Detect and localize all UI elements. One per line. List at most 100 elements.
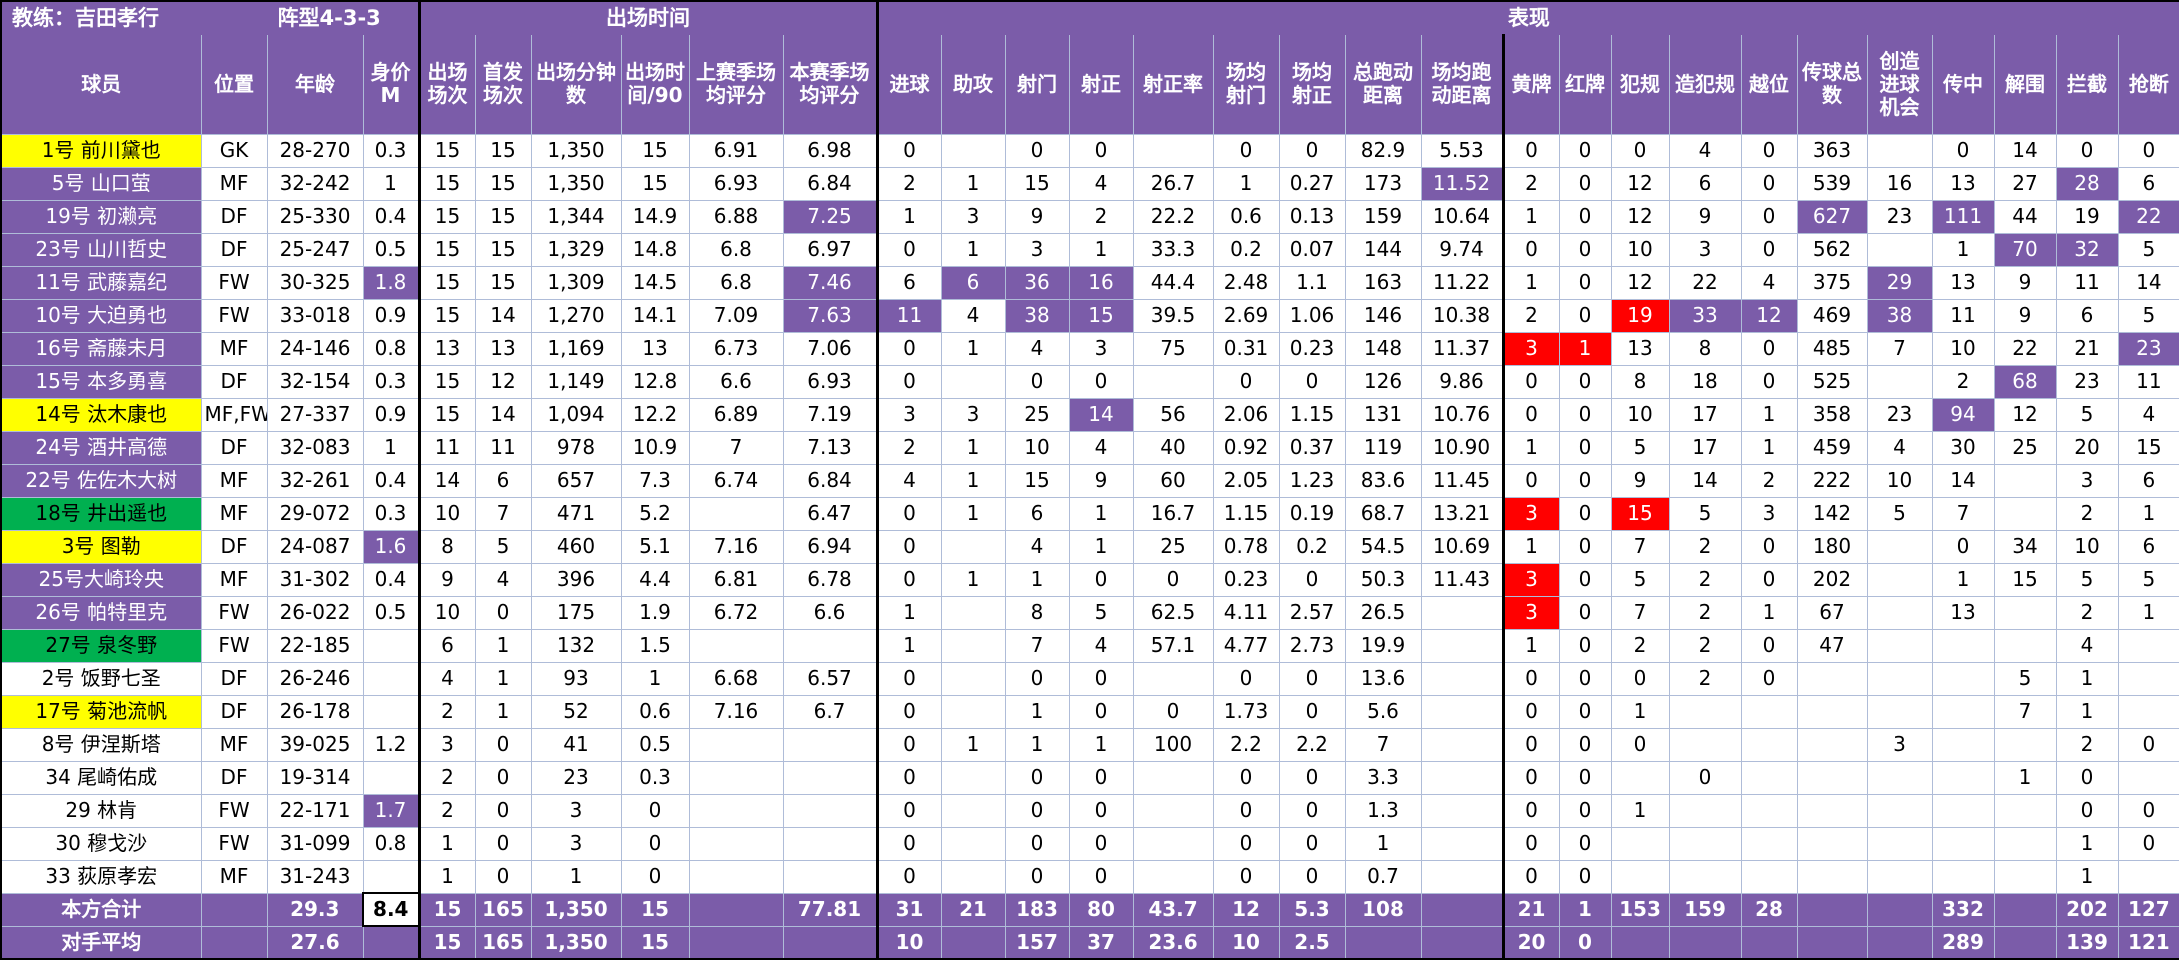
stat-cell[interactable]: 2 (1610, 628, 1670, 663)
stat-cell[interactable]: 539 (1796, 166, 1868, 201)
stat-cell[interactable]: 15 (417, 925, 476, 960)
stat-cell[interactable]: 0 (620, 859, 690, 894)
stat-cell[interactable]: 14.9 (620, 199, 690, 234)
stat-cell[interactable]: 3 (1004, 232, 1070, 267)
stat-cell[interactable] (940, 628, 1006, 663)
stat-cell[interactable]: 1 (1004, 562, 1070, 597)
stat-cell[interactable]: 0 (1068, 562, 1134, 597)
stat-cell[interactable]: 21 (2055, 331, 2119, 366)
stat-cell[interactable]: 0.31 (1212, 331, 1280, 366)
stat-cell[interactable]: 1 (940, 727, 1006, 762)
stat-cell[interactable]: 21 (1501, 892, 1560, 927)
stat-cell[interactable]: 10 (1866, 463, 1933, 498)
stat-cell[interactable]: 21 (940, 892, 1006, 927)
stat-cell[interactable]: 8 (417, 529, 476, 564)
stat-cell[interactable] (1420, 925, 1504, 960)
stat-cell[interactable]: 1 (1740, 397, 1798, 432)
stat-cell[interactable]: 1 (940, 430, 1006, 465)
stat-cell[interactable]: 0.7 (1344, 859, 1422, 894)
stat-cell[interactable]: 1 (1610, 793, 1670, 828)
player-name-cell[interactable]: 2号 饭野七圣 (0, 661, 202, 696)
stat-cell[interactable] (1610, 760, 1670, 795)
stat-cell[interactable]: 9 (1004, 199, 1070, 234)
stat-cell[interactable]: 28 (1740, 892, 1798, 927)
stat-cell[interactable]: 10 (417, 595, 476, 630)
stat-cell[interactable]: 6 (1004, 496, 1070, 531)
stat-cell[interactable]: 0 (1068, 760, 1134, 795)
stat-cell[interactable]: 9 (1610, 463, 1670, 498)
stat-cell[interactable]: 5 (1610, 562, 1670, 597)
formation-label[interactable]: 阵型4-3-3 (266, 0, 420, 35)
player-name-cell[interactable]: 16号 斋藤未月 (0, 331, 202, 366)
stat-cell[interactable]: 0 (1132, 562, 1214, 597)
player-name-cell[interactable]: 30 穆戈沙 (0, 826, 202, 861)
stat-cell[interactable]: 1 (1740, 595, 1798, 630)
stat-cell[interactable]: 4 (1004, 331, 1070, 366)
stat-cell[interactable]: 15 (474, 199, 532, 234)
stat-cell[interactable] (782, 760, 878, 795)
stat-cell[interactable]: 15 (1004, 166, 1070, 201)
stat-cell[interactable]: 0 (1740, 661, 1798, 696)
stat-cell[interactable]: MF (200, 859, 268, 894)
stat-cell[interactable]: 6 (940, 265, 1006, 300)
stat-cell[interactable]: 10.69 (1420, 529, 1504, 564)
stat-cell[interactable] (2117, 628, 2179, 663)
stat-cell[interactable]: 2 (1068, 199, 1134, 234)
stat-cell[interactable] (1132, 760, 1214, 795)
stat-cell[interactable]: 4 (1668, 133, 1742, 168)
stat-cell[interactable]: 1 (875, 628, 942, 663)
stat-cell[interactable] (1866, 892, 1933, 927)
stat-cell[interactable] (1993, 892, 2057, 927)
stat-cell[interactable]: 75 (1132, 331, 1214, 366)
stat-cell[interactable] (1993, 826, 2057, 861)
stat-cell[interactable]: 1 (1501, 430, 1560, 465)
stat-cell[interactable]: 1 (1344, 826, 1422, 861)
stat-cell[interactable]: 3 (417, 727, 476, 762)
stat-cell[interactable]: 6.68 (688, 661, 784, 696)
stat-cell[interactable]: 142 (1796, 496, 1868, 531)
stat-cell[interactable]: 2 (2055, 727, 2119, 762)
stat-cell[interactable]: 15 (620, 892, 690, 927)
stat-cell[interactable]: 1 (875, 199, 942, 234)
col-header-9[interactable]: 本赛季场均评分 (782, 33, 878, 135)
stat-cell[interactable]: 12.8 (620, 364, 690, 399)
stat-cell[interactable]: 0 (1931, 529, 1995, 564)
stat-cell[interactable]: 2.06 (1212, 397, 1280, 432)
col-header-3[interactable]: 身价M (362, 33, 420, 135)
stat-cell[interactable]: 14 (1993, 133, 2057, 168)
stat-cell[interactable] (362, 628, 420, 663)
stat-cell[interactable]: 0 (1558, 166, 1612, 201)
stat-cell[interactable] (688, 760, 784, 795)
stat-cell[interactable]: 22 (2117, 199, 2179, 234)
stat-cell[interactable] (1993, 496, 2057, 531)
totals-label-cell[interactable]: 对手平均 (0, 925, 202, 960)
stat-cell[interactable] (940, 793, 1006, 828)
stat-cell[interactable]: 38 (1866, 298, 1933, 333)
stat-cell[interactable]: 460 (530, 529, 622, 564)
stat-cell[interactable]: 1 (1004, 727, 1070, 762)
stat-cell[interactable]: 16 (1068, 265, 1134, 300)
stat-cell[interactable]: 0 (1068, 133, 1134, 168)
stat-cell[interactable]: 13 (1931, 166, 1995, 201)
stat-cell[interactable]: 27-337 (266, 397, 364, 432)
stat-cell[interactable] (1420, 826, 1504, 861)
stat-cell[interactable]: 1 (362, 430, 420, 465)
stat-cell[interactable]: 0 (1068, 661, 1134, 696)
player-name-cell[interactable]: 3号 图勒 (0, 529, 202, 564)
stat-cell[interactable] (688, 859, 784, 894)
stat-cell[interactable]: 2 (417, 694, 476, 729)
stat-cell[interactable]: 14 (1931, 463, 1995, 498)
stat-cell[interactable]: 3 (1866, 727, 1933, 762)
stat-cell[interactable]: 9.86 (1420, 364, 1504, 399)
stat-cell[interactable]: 0 (1004, 133, 1070, 168)
stat-cell[interactable]: 14 (474, 397, 532, 432)
stat-cell[interactable]: 1,169 (530, 331, 622, 366)
stat-cell[interactable]: 7.09 (688, 298, 784, 333)
stat-cell[interactable]: 26-022 (266, 595, 364, 630)
stat-cell[interactable]: 14.8 (620, 232, 690, 267)
stat-cell[interactable]: 2 (1931, 364, 1995, 399)
stat-cell[interactable]: 0 (1558, 628, 1612, 663)
stat-cell[interactable]: 2.69 (1212, 298, 1280, 333)
stat-cell[interactable] (1420, 727, 1504, 762)
stat-cell[interactable]: 3 (875, 397, 942, 432)
